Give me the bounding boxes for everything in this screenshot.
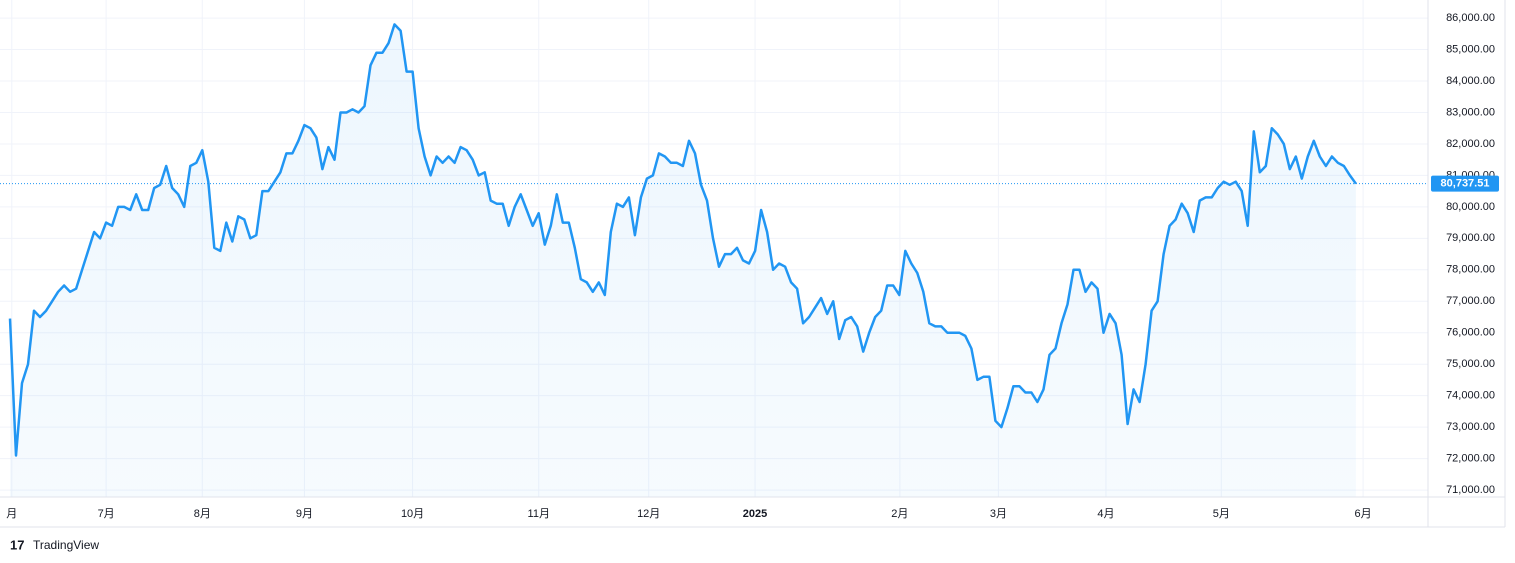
brand: TradingView [33, 538, 99, 552]
x-tick-label: 7月 [98, 508, 115, 520]
price-line [8, 23, 1357, 457]
x-tick-label: 11月 [528, 508, 550, 520]
y-tick-label: 74,000.00 [1446, 390, 1495, 402]
last-price-label: 80,737.51 [1441, 178, 1490, 190]
y-tick-label: 78,000.00 [1446, 264, 1495, 276]
area-fill [10, 24, 1356, 498]
x-tick-label: 9月 [296, 508, 313, 520]
x-tick-label: 2月 [891, 508, 908, 520]
logo[interactable]: 17 TradingView [10, 537, 99, 552]
x-tick-label: 3月 [990, 508, 1007, 520]
x-tick-label: 12月 [637, 508, 660, 520]
y-tick-label: 83,000.00 [1446, 106, 1495, 118]
last-price-badge [1431, 175, 1499, 192]
y-tick-label: 76,000.00 [1446, 327, 1495, 339]
x-tick-label: 6月 [1355, 508, 1372, 520]
y-tick-label: 72,000.00 [1446, 453, 1495, 465]
y-tick-label: 82,000.00 [1446, 138, 1495, 150]
x-tick-label: 月 [6, 508, 17, 520]
y-tick-label: 79,000.00 [1446, 232, 1495, 244]
x-tick-label: 5月 [1213, 508, 1230, 520]
y-tick-label: 84,000.00 [1446, 75, 1495, 87]
x-tick-label: 8月 [194, 508, 211, 520]
y-tick-label: 77,000.00 [1446, 295, 1495, 307]
x-tick-label: 10月 [401, 508, 424, 520]
x-tick-label: 2025 [743, 508, 767, 520]
x-tick-label: 4月 [1097, 508, 1114, 520]
y-tick-label: 71,000.00 [1446, 484, 1495, 496]
y-tick-label: 85,000.00 [1446, 43, 1495, 55]
y-tick-label: 86,000.00 [1446, 12, 1495, 24]
logo-mark: 17 [10, 537, 24, 552]
y-tick-label: 73,000.00 [1446, 421, 1495, 433]
y-tick-label: 75,000.00 [1446, 358, 1495, 370]
y-tick-label: 80,000.00 [1446, 201, 1495, 213]
